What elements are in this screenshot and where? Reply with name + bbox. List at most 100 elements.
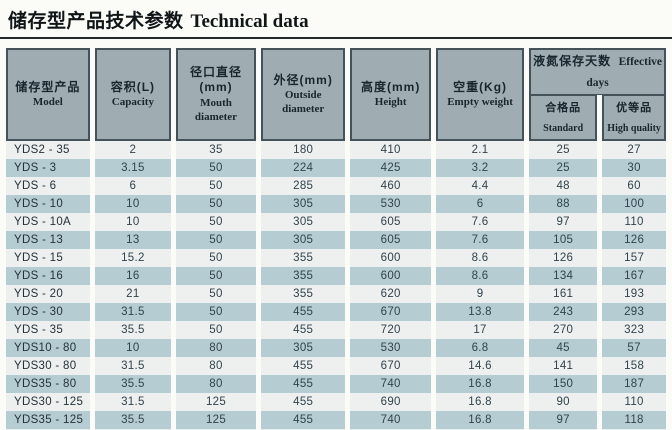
value-cell: 16.8 xyxy=(436,411,525,430)
value-cell: 355 xyxy=(261,267,346,286)
table-row: YDS2 - 35 2 35 180 410 2.1 25 27 xyxy=(6,141,666,160)
value-cell: 141 xyxy=(529,357,598,376)
value-cell: 670 xyxy=(350,303,431,322)
model-cell: YDS - 6 xyxy=(6,177,90,196)
model-cell: YDS - 35 xyxy=(6,321,90,340)
value-cell: 6.8 xyxy=(436,339,525,358)
value-cell: 31.5 xyxy=(94,393,171,412)
value-cell: 670 xyxy=(350,357,431,376)
value-cell: 35.5 xyxy=(94,375,171,394)
value-cell: 455 xyxy=(261,303,346,322)
value-cell: 3.15 xyxy=(94,159,171,178)
value-cell: 16 xyxy=(94,267,171,286)
value-cell: 16.8 xyxy=(436,393,525,412)
header-outside-diameter-en: Outside diameter xyxy=(282,89,325,116)
value-cell: 110 xyxy=(602,213,666,232)
table-row: YDS - 3 3.15 50 224 425 3.2 25 30 xyxy=(6,159,666,178)
model-cell: YDS35 - 125 xyxy=(6,411,90,430)
header-height-zh: 高度(mm) xyxy=(361,79,421,94)
value-cell: 605 xyxy=(350,231,431,250)
value-cell: 60 xyxy=(602,177,666,196)
value-cell: 27 xyxy=(602,141,666,160)
model-cell: YDS - 16 xyxy=(6,267,90,286)
value-cell: 21 xyxy=(94,285,171,304)
value-cell: 31.5 xyxy=(94,303,171,322)
value-cell: 740 xyxy=(350,411,431,430)
value-cell: 355 xyxy=(261,285,346,304)
value-cell: 100 xyxy=(602,195,666,214)
value-cell: 305 xyxy=(261,195,346,214)
value-cell: 3.2 xyxy=(436,159,525,178)
value-cell: 9 xyxy=(436,285,525,304)
value-cell: 80 xyxy=(176,375,256,394)
table-row: YDS30 - 125 31.5 125 455 690 16.8 90 110 xyxy=(6,393,666,412)
value-cell: 187 xyxy=(602,375,666,394)
column-header-empty-weight: 空重(Kg) Empty weight xyxy=(436,48,525,142)
header-effective-days-en: Effective days xyxy=(586,56,662,89)
table-row: YDS - 15 15.2 50 355 600 8.6 126 157 xyxy=(6,249,666,268)
value-cell: 50 xyxy=(176,213,256,232)
value-cell: 126 xyxy=(602,231,666,250)
value-cell: 50 xyxy=(176,267,256,286)
value-cell: 293 xyxy=(602,303,666,322)
title-bar: 储存型产品技术参数 Technical data xyxy=(0,0,672,36)
value-cell: 125 xyxy=(176,393,256,412)
header-model-en: Model xyxy=(32,96,63,109)
column-header-mouth-diameter: 径口直径(mm) Mouth diameter xyxy=(176,48,256,142)
value-cell: 455 xyxy=(261,321,346,340)
value-cell: 740 xyxy=(350,375,431,394)
value-cell: 125 xyxy=(176,411,256,430)
value-cell: 8.6 xyxy=(436,249,525,268)
technical-data-table: 储存型产品 Model 容积(L) Capacity 径口直径(mm) Mout… xyxy=(1,48,671,430)
value-cell: 50 xyxy=(176,231,256,250)
header-standard-zh: 合格品 xyxy=(545,101,582,114)
header-height-en: Height xyxy=(374,96,407,109)
model-cell: YDS30 - 125 xyxy=(6,393,90,412)
column-header-high-quality: 优等品 High quality xyxy=(602,94,666,142)
value-cell: 88 xyxy=(529,195,598,214)
table-row: YDS - 16 16 50 355 600 8.6 134 167 xyxy=(6,267,666,286)
value-cell: 80 xyxy=(176,339,256,358)
column-header-standard: 合格品 Standard xyxy=(529,94,598,142)
value-cell: 80 xyxy=(176,357,256,376)
value-cell: 50 xyxy=(176,159,256,178)
table-container: 储存型产品 Model 容积(L) Capacity 径口直径(mm) Mout… xyxy=(0,39,672,430)
value-cell: 161 xyxy=(529,285,598,304)
value-cell: 35 xyxy=(176,141,256,160)
header-model-zh: 储存型产品 xyxy=(15,79,81,94)
value-cell: 355 xyxy=(261,249,346,268)
value-cell: 105 xyxy=(529,231,598,250)
table-row: YDS - 13 13 50 305 605 7.6 105 126 xyxy=(6,231,666,250)
header-standard-en: Standard xyxy=(543,123,584,135)
table-row: YDS10 - 80 10 80 305 530 6.8 45 57 xyxy=(6,339,666,358)
value-cell: 193 xyxy=(602,285,666,304)
model-cell: YDS30 - 80 xyxy=(6,357,90,376)
value-cell: 410 xyxy=(350,141,431,160)
value-cell: 17 xyxy=(436,321,525,340)
value-cell: 126 xyxy=(529,249,598,268)
value-cell: 45 xyxy=(529,339,598,358)
value-cell: 2 xyxy=(94,141,171,160)
table-row: YDS - 10A 10 50 305 605 7.6 97 110 xyxy=(6,213,666,232)
header-mouth-diameter-zh: 径口直径(mm) xyxy=(189,64,242,95)
page-title: 储存型产品技术参数 Technical data xyxy=(8,6,662,33)
value-cell: 600 xyxy=(350,249,431,268)
value-cell: 110 xyxy=(602,393,666,412)
value-cell: 158 xyxy=(602,357,666,376)
value-cell: 90 xyxy=(529,393,598,412)
value-cell: 425 xyxy=(350,159,431,178)
model-cell: YDS - 30 xyxy=(6,303,90,322)
value-cell: 57 xyxy=(602,339,666,358)
value-cell: 323 xyxy=(602,321,666,340)
value-cell: 4.4 xyxy=(436,177,525,196)
value-cell: 455 xyxy=(261,375,346,394)
table-row: YDS - 10 10 50 305 530 6 88 100 xyxy=(6,195,666,214)
value-cell: 10 xyxy=(94,195,171,214)
header-high-quality-zh: 优等品 xyxy=(616,101,653,114)
header-empty-weight-en: Empty weight xyxy=(447,96,513,109)
value-cell: 25 xyxy=(529,159,598,178)
table-row: YDS35 - 80 35.5 80 455 740 16.8 150 187 xyxy=(6,375,666,394)
model-cell: YDS - 10A xyxy=(6,213,90,232)
table-row: YDS - 30 31.5 50 455 670 13.8 243 293 xyxy=(6,303,666,322)
